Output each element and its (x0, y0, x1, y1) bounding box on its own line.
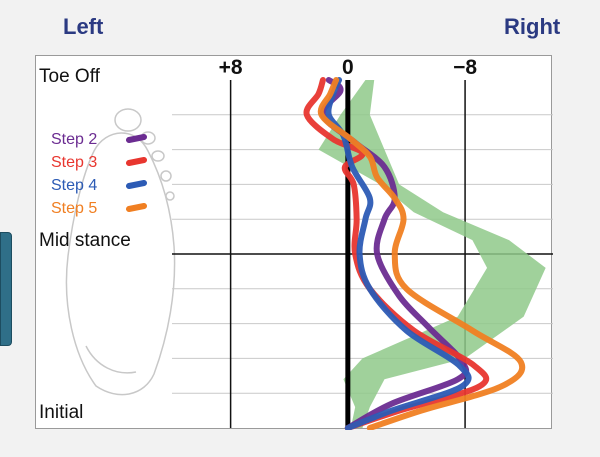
legend-label: Step 5 (51, 200, 97, 217)
x-tick-plus-8: +8 (219, 56, 243, 79)
y-label-initial: Initial (39, 402, 83, 423)
left-side-label: Left (63, 14, 104, 39)
y-label-toe-off: Toe Off (39, 66, 101, 87)
gait-chart-panel: +8 0 −8 Toe Off Mid stance Initial Step … (35, 55, 553, 430)
right-side-label: Right (504, 14, 561, 39)
series-line-step-3 (303, 77, 490, 430)
legend-swatch (126, 203, 147, 212)
legend-label: Step 2 (51, 131, 97, 148)
legend-swatch (126, 157, 147, 166)
legend-label: Step 4 (51, 177, 97, 194)
legend-label: Step 3 (51, 154, 97, 171)
series-line-step-5 (317, 77, 526, 430)
x-tick-minus-8: −8 (453, 56, 477, 79)
y-label-mid-stance: Mid stance (39, 230, 131, 251)
side-panel-tab[interactable] (0, 232, 12, 346)
legend-swatch (126, 180, 147, 189)
x-tick-zero: 0 (342, 56, 354, 79)
gait-line-chart: +8 0 −8 Toe Off Mid stance Initial Step … (39, 56, 553, 430)
series-line-step-4 (325, 77, 472, 430)
legend-swatch (126, 134, 147, 143)
foot-outline-icon (65, 108, 176, 396)
